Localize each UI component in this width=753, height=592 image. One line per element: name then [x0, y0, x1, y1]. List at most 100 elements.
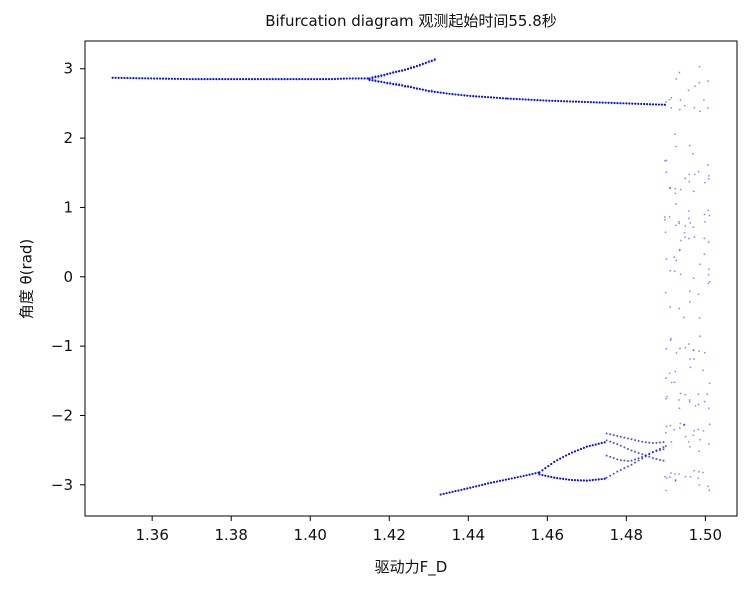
y-tick-label: 3 — [63, 60, 73, 78]
data-point — [120, 76, 123, 80]
data-point — [675, 259, 678, 262]
data-point — [698, 450, 700, 453]
data-point — [161, 77, 165, 80]
data-point — [413, 67, 415, 69]
data-point — [333, 77, 337, 81]
data-point — [668, 372, 671, 375]
data-point — [409, 66, 413, 70]
data-point — [427, 60, 430, 63]
data-point — [683, 231, 686, 234]
data-point — [135, 77, 138, 80]
data-point — [623, 436, 626, 439]
x-tick-label: 1.50 — [689, 526, 722, 544]
data-point — [609, 455, 612, 458]
data-point — [683, 423, 685, 426]
data-point — [699, 335, 702, 338]
data-point — [626, 459, 629, 462]
data-point — [298, 78, 301, 81]
data-point — [674, 370, 677, 373]
data-point — [698, 350, 700, 352]
data-point — [678, 71, 681, 74]
data-point — [688, 343, 690, 345]
data-point — [360, 77, 363, 80]
data-point — [673, 381, 676, 384]
data-point — [412, 65, 416, 69]
data-point — [697, 428, 700, 431]
data-point — [616, 434, 619, 437]
data-point — [392, 71, 395, 74]
data-point — [679, 273, 682, 276]
data-point — [687, 89, 690, 92]
data-point — [688, 173, 691, 176]
data-point — [683, 423, 686, 426]
data-point — [271, 78, 274, 81]
y-tick-label: 2 — [63, 129, 73, 147]
data-point — [289, 78, 292, 81]
data-point — [698, 263, 701, 266]
data-point — [648, 455, 651, 458]
data-point — [570, 451, 574, 454]
data-point — [469, 486, 472, 489]
data-point — [277, 78, 280, 81]
data-point — [697, 393, 700, 396]
data-point — [692, 226, 695, 229]
data-point — [682, 424, 685, 427]
data-point — [386, 81, 389, 85]
data-point — [707, 485, 710, 488]
data-point — [708, 489, 711, 492]
data-point — [663, 103, 666, 106]
data-point — [427, 90, 430, 93]
y-tick-label: 1 — [63, 198, 73, 216]
data-point — [389, 72, 392, 75]
data-point — [702, 369, 705, 372]
data-point — [466, 487, 469, 490]
data-point — [197, 78, 200, 81]
data-point — [389, 72, 392, 75]
data-point — [221, 78, 224, 81]
data-point — [498, 479, 502, 483]
data-point — [156, 77, 159, 80]
data-point — [430, 59, 433, 62]
data-point — [664, 218, 666, 221]
data-point — [371, 75, 374, 78]
data-point — [538, 473, 541, 476]
data-point — [619, 444, 622, 447]
data-point — [670, 472, 672, 474]
data-point — [556, 459, 559, 462]
data-point — [571, 100, 575, 103]
data-point — [585, 445, 588, 448]
data-point — [641, 457, 644, 460]
data-point — [418, 87, 421, 90]
y-tick-label: −3 — [51, 476, 73, 494]
data-point — [698, 484, 701, 486]
data-point — [682, 316, 685, 319]
data-point — [129, 76, 132, 80]
data-point — [421, 88, 424, 91]
data-point — [188, 78, 191, 81]
data-point — [708, 443, 710, 445]
data-point — [457, 93, 460, 96]
data-point — [559, 477, 562, 480]
data-point — [389, 81, 392, 84]
data-point — [684, 435, 687, 438]
data-point — [407, 67, 409, 70]
data-point — [454, 490, 457, 493]
data-point — [383, 75, 386, 77]
data-point — [637, 459, 640, 462]
data-point — [547, 475, 550, 478]
data-point — [398, 82, 401, 85]
data-point — [445, 92, 448, 95]
data-point — [662, 448, 665, 451]
data-point — [448, 491, 451, 494]
data-point — [531, 472, 534, 476]
data-point — [550, 462, 553, 466]
data-point — [377, 80, 380, 83]
data-point — [442, 91, 445, 95]
data-point — [436, 91, 439, 93]
data-point — [386, 72, 389, 76]
data-point — [609, 433, 612, 436]
data-point — [274, 78, 277, 81]
data-point — [612, 457, 615, 460]
data-point — [641, 440, 644, 443]
data-point — [688, 210, 690, 212]
